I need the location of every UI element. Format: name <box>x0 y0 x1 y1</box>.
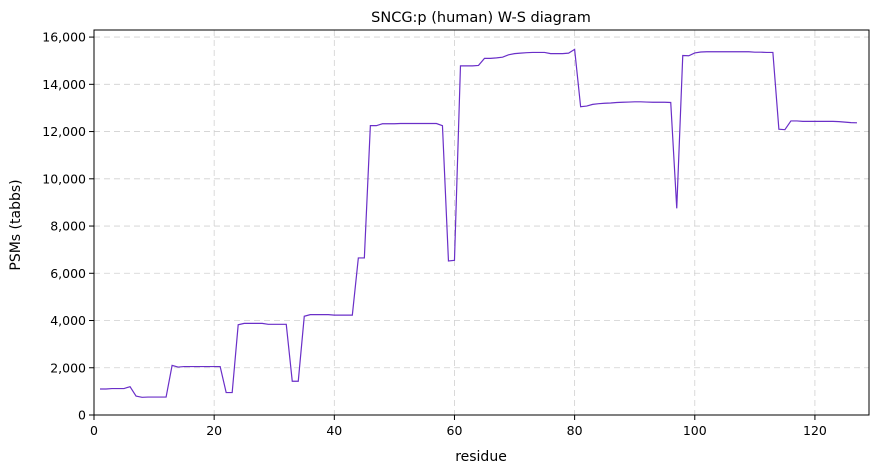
x-axis: 0 20 40 60 80 100 120 <box>90 415 827 438</box>
plot-frame <box>93 29 870 416</box>
x-tick-label: 60 <box>447 423 463 438</box>
y-axis: 0 2,000 4,000 6,000 8,000 10,000 12,000 14,000 1… <box>42 30 94 423</box>
x-tick-label: 120 <box>803 423 827 438</box>
y-axis-label: PSMs (tabbs) <box>8 179 24 270</box>
x-axis-label: residue <box>455 449 507 465</box>
y-tick-label: 10,000 <box>42 171 86 186</box>
series-line <box>100 48 858 398</box>
y-tick-label: 14,000 <box>42 77 86 92</box>
chart-title: SNCG:p (human) W-S diagram <box>371 10 591 26</box>
x-tick-label: 100 <box>683 423 707 438</box>
y-tick-label: 4,000 <box>50 313 86 328</box>
y-tick-label: 6,000 <box>50 266 86 281</box>
y-tick-label: 8,000 <box>50 219 86 234</box>
x-tick-label: 20 <box>206 423 222 438</box>
y-tick-label: 16,000 <box>42 30 86 45</box>
x-tick-label: 80 <box>567 423 583 438</box>
x-tick-label: 40 <box>326 423 342 438</box>
y-tick-label: 2,000 <box>50 360 86 375</box>
grid-lines <box>93 30 869 416</box>
y-tick-label: 12,000 <box>42 124 86 139</box>
x-tick-label: 0 <box>90 423 98 438</box>
y-tick-label: 0 <box>78 408 86 423</box>
